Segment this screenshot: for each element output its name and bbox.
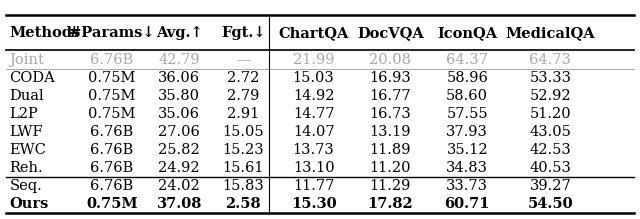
Text: MedicalQA: MedicalQA	[506, 26, 595, 40]
Text: #Params↓: #Params↓	[69, 26, 155, 40]
Text: 15.03: 15.03	[292, 71, 335, 85]
Text: Fgt.↓: Fgt.↓	[221, 26, 266, 40]
Text: 11.29: 11.29	[370, 179, 411, 193]
Text: Methods: Methods	[10, 26, 81, 40]
Text: 2.91: 2.91	[227, 107, 259, 121]
Text: 58.96: 58.96	[446, 71, 488, 85]
Text: 11.20: 11.20	[370, 161, 411, 175]
Text: 35.12: 35.12	[446, 143, 488, 157]
Text: 0.75M: 0.75M	[88, 107, 136, 121]
Text: 57.55: 57.55	[446, 107, 488, 121]
Text: 2.79: 2.79	[227, 89, 259, 103]
Text: 37.93: 37.93	[446, 125, 488, 139]
Text: 0.75M: 0.75M	[88, 71, 136, 85]
Text: EWC: EWC	[10, 143, 47, 157]
Text: 2.58: 2.58	[225, 197, 261, 211]
Text: LWF: LWF	[10, 125, 44, 139]
Text: 42.53: 42.53	[529, 143, 572, 157]
Text: 0.75M: 0.75M	[88, 89, 136, 103]
Text: 6.76B: 6.76B	[90, 125, 134, 139]
Text: 16.77: 16.77	[369, 89, 412, 103]
Text: 16.93: 16.93	[369, 71, 412, 85]
Text: IconQA: IconQA	[437, 26, 497, 40]
Text: 36.06: 36.06	[158, 71, 200, 85]
Text: 15.61: 15.61	[223, 161, 264, 175]
Text: 34.83: 34.83	[446, 161, 488, 175]
Text: Dual: Dual	[10, 89, 44, 103]
Text: 51.20: 51.20	[529, 107, 572, 121]
Text: 27.06: 27.06	[158, 125, 200, 139]
Text: Avg.↑: Avg.↑	[156, 26, 203, 40]
Text: 54.50: 54.50	[527, 197, 573, 211]
Text: 15.05: 15.05	[222, 125, 264, 139]
Text: 52.92: 52.92	[529, 89, 572, 103]
Text: 2.72: 2.72	[227, 71, 259, 85]
Text: 15.30: 15.30	[291, 197, 337, 211]
Text: 60.71: 60.71	[444, 197, 490, 211]
Text: ChartQA: ChartQA	[278, 26, 349, 40]
Text: 11.77: 11.77	[293, 179, 334, 193]
Text: 53.33: 53.33	[529, 71, 572, 85]
Text: 13.73: 13.73	[292, 143, 335, 157]
Text: 14.77: 14.77	[293, 107, 334, 121]
Text: DocVQA: DocVQA	[357, 26, 424, 40]
Text: —: —	[236, 53, 250, 67]
Text: 37.08: 37.08	[157, 197, 202, 211]
Text: 6.76B: 6.76B	[90, 143, 134, 157]
Text: 6.76B: 6.76B	[90, 161, 134, 175]
Text: 15.83: 15.83	[222, 179, 264, 193]
Text: 14.07: 14.07	[292, 125, 335, 139]
Text: Seq.: Seq.	[10, 179, 42, 193]
Text: 20.08: 20.08	[369, 53, 412, 67]
Text: 25.82: 25.82	[158, 143, 200, 157]
Text: 24.02: 24.02	[158, 179, 200, 193]
Text: 43.05: 43.05	[529, 125, 572, 139]
Text: Reh.: Reh.	[10, 161, 44, 175]
Text: 21.99: 21.99	[293, 53, 334, 67]
Text: 14.92: 14.92	[293, 89, 334, 103]
Text: 11.89: 11.89	[370, 143, 411, 157]
Text: 13.19: 13.19	[370, 125, 411, 139]
Text: 64.73: 64.73	[529, 53, 572, 67]
Text: 58.60: 58.60	[446, 89, 488, 103]
Text: 6.76B: 6.76B	[90, 53, 134, 67]
Text: CODA: CODA	[10, 71, 55, 85]
Text: 40.53: 40.53	[529, 161, 572, 175]
Text: 33.73: 33.73	[446, 179, 488, 193]
Text: 16.73: 16.73	[369, 107, 412, 121]
Text: L2P: L2P	[10, 107, 38, 121]
Text: 17.82: 17.82	[367, 197, 413, 211]
Text: 6.76B: 6.76B	[90, 179, 134, 193]
Text: 0.75M: 0.75M	[86, 197, 138, 211]
Text: Ours: Ours	[10, 197, 49, 211]
Text: 15.23: 15.23	[222, 143, 264, 157]
Text: 35.80: 35.80	[158, 89, 200, 103]
Text: Joint: Joint	[10, 53, 44, 67]
Text: 13.10: 13.10	[292, 161, 335, 175]
Text: 42.79: 42.79	[158, 53, 200, 67]
Text: 39.27: 39.27	[529, 179, 572, 193]
Text: 24.92: 24.92	[158, 161, 200, 175]
Text: 35.06: 35.06	[158, 107, 200, 121]
Text: 64.37: 64.37	[446, 53, 488, 67]
